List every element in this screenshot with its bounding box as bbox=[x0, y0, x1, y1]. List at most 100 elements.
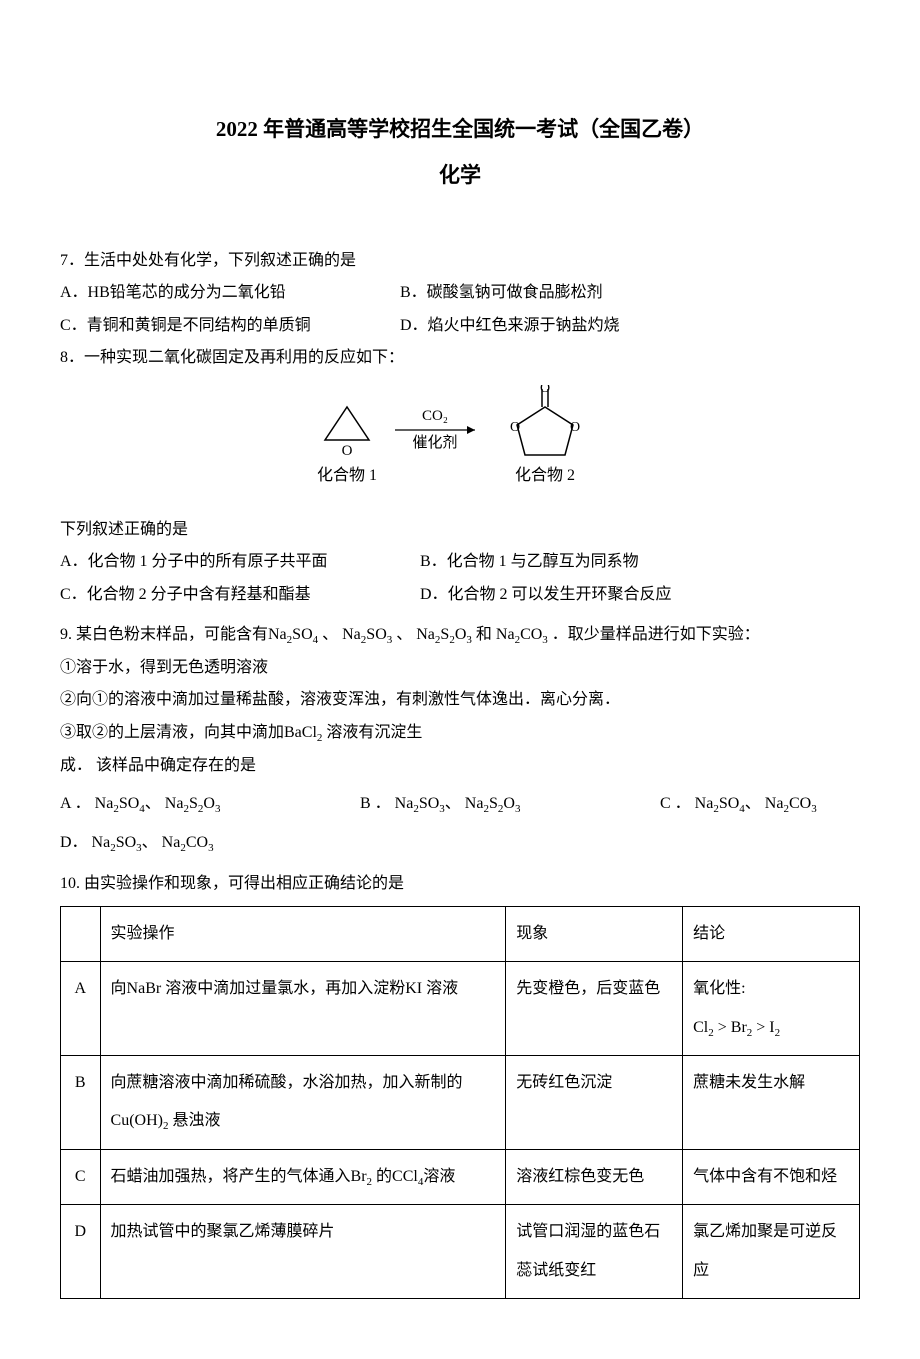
q9-e: 、 Na bbox=[392, 626, 435, 643]
q9B-5: O bbox=[503, 795, 515, 812]
rA-c4: > I bbox=[752, 1019, 774, 1036]
rowD-label: D bbox=[61, 1205, 101, 1299]
q9B-4: S bbox=[489, 795, 498, 812]
compound1-label: 化合物 1 bbox=[317, 466, 377, 484]
arrow-top: CO₂ bbox=[422, 408, 448, 424]
rowD-phen: 试管口润湿的蓝色石蕊试纸变红 bbox=[506, 1205, 683, 1299]
q9A-2: SO bbox=[119, 795, 139, 812]
q10-table: 实验操作 现象 结论 A 向NaBr 溶液中滴加过量氯水，再加入淀粉KI 溶液 … bbox=[60, 906, 860, 1299]
q7-optB: B．碳酸氢钠可做食品膨松剂 bbox=[400, 278, 800, 308]
rC-op3: 溶液 bbox=[423, 1168, 455, 1185]
rowC-op: 石蜡油加强热，将产生的气体通入Br2 的CCl4溶液 bbox=[100, 1149, 506, 1204]
rA-c1: 氧化性: bbox=[693, 980, 745, 997]
q9A-4: S bbox=[189, 795, 198, 812]
rowC-label: C bbox=[61, 1149, 101, 1204]
q9-b: SO bbox=[292, 626, 312, 643]
rowC-conc: 气体中含有不饱和烃 bbox=[683, 1149, 860, 1204]
rowD-conc: 氯乙烯加聚是可逆反应 bbox=[683, 1205, 860, 1299]
q8-row1: A．化合物 1 分子中的所有原子共平面 B．化合物 1 与乙醇互为同系物 bbox=[60, 547, 860, 577]
table-row: A 向NaBr 溶液中滴加过量氯水，再加入淀粉KI 溶液 先变橙色，后变蓝色 氧… bbox=[61, 962, 860, 1056]
q9B-3: 、 Na bbox=[445, 795, 484, 812]
q9-d: SO bbox=[366, 626, 386, 643]
q9C-3: 、 Na bbox=[745, 795, 784, 812]
rC-op2: 的CCl bbox=[372, 1168, 418, 1185]
q9-optA: A ． Na2SO4、 Na2S2O3 bbox=[60, 789, 360, 820]
rowA-label: A bbox=[61, 962, 101, 1056]
q10-stem: 10. 由实验操作和现象，可得出相应正确结论的是 bbox=[60, 869, 860, 899]
q9C-4: CO bbox=[789, 795, 811, 812]
q9-i: CO bbox=[520, 626, 542, 643]
q8-stem: 8．一种实现二氧化碳固定及再利用的反应如下： bbox=[60, 343, 860, 373]
q9-a: 9. 某白色粉末样品，可能含有Na bbox=[60, 626, 287, 643]
arrow-bottom: 催化剂 bbox=[412, 434, 457, 451]
q9B-2: SO bbox=[419, 795, 439, 812]
q9-g: O bbox=[455, 626, 467, 643]
q8-optB: B．化合物 1 与乙醇互为同系物 bbox=[420, 547, 639, 577]
q9A-3: 、 Na bbox=[145, 795, 184, 812]
rowB-phen: 无砖红色沉淀 bbox=[506, 1055, 683, 1149]
q9-s3b: 溶液有沉淀生 bbox=[322, 724, 422, 741]
table-header-row: 实验操作 现象 结论 bbox=[61, 906, 860, 961]
q9-f: S bbox=[440, 626, 449, 643]
ring-O-right: O bbox=[570, 420, 580, 435]
rowC-phen: 溶液红棕色变无色 bbox=[506, 1149, 683, 1204]
th-phen: 现象 bbox=[506, 906, 683, 961]
q9-step3: ③取②的上层清液，向其中滴加BaCl2 溶液有沉淀生 bbox=[60, 718, 860, 749]
q7-optC: C．青铜和黄铜是不同结构的单质铜 bbox=[60, 311, 400, 341]
q7-optA: A．HB铅笔芯的成分为二氧化铅 bbox=[60, 278, 400, 308]
reaction-svg: O 化合物 1 CO₂ 催化剂 O O O 化合物 2 bbox=[295, 385, 625, 495]
q8-optC: C．化合物 2 分子中含有羟基和酯基 bbox=[60, 580, 420, 610]
q9C-1: C ． Na bbox=[660, 795, 713, 812]
q8-diagram: O 化合物 1 CO₂ 催化剂 O O O 化合物 2 bbox=[60, 385, 860, 506]
rowD-op: 加热试管中的聚氯乙烯薄膜碎片 bbox=[100, 1205, 506, 1299]
title-main: 2022 年普通高等学校招生全国统一考试（全国乙卷） bbox=[60, 110, 860, 150]
rowA-op: 向NaBr 溶液中滴加过量氯水，再加入淀粉KI 溶液 bbox=[100, 962, 506, 1056]
rB-op2: 悬浊液 bbox=[168, 1112, 220, 1129]
table-row: B 向蔗糖溶液中滴加稀硫酸，水浴加热，加入新制的Cu(OH)2 悬浊液 无砖红色… bbox=[61, 1055, 860, 1149]
th-conc: 结论 bbox=[683, 906, 860, 961]
compound2-label: 化合物 2 bbox=[515, 466, 575, 484]
q9-h: 和 Na bbox=[472, 626, 515, 643]
carbonyl-O: O bbox=[540, 385, 550, 396]
q9-step1: ①溶于水，得到无色透明溶液 bbox=[60, 653, 860, 683]
q9-step3b: 成． 该样品中确定存在的是 bbox=[60, 751, 860, 781]
q9B-1: B ． Na bbox=[360, 795, 413, 812]
exam-page: 2022 年普通高等学校招生全国统一考试（全国乙卷） 化学 7．生活中处处有化学… bbox=[0, 0, 920, 1359]
q7-row1: A．HB铅笔芯的成分为二氧化铅 B．碳酸氢钠可做食品膨松剂 bbox=[60, 278, 860, 308]
q7-optD: D．焰火中红色来源于钠盐灼烧 bbox=[400, 311, 800, 341]
title-sub: 化学 bbox=[60, 156, 860, 196]
q9-optrow1: A ． Na2SO4、 Na2S2O3 B ． Na2SO3、 Na2S2O3 … bbox=[60, 789, 860, 820]
q9-optB: B ． Na2SO3、 Na2S2O3 bbox=[360, 789, 660, 820]
epoxide-O: O bbox=[342, 443, 353, 459]
rowB-op: 向蔗糖溶液中滴加稀硫酸，水浴加热，加入新制的Cu(OH)2 悬浊液 bbox=[100, 1055, 506, 1149]
table-row: D 加热试管中的聚氯乙烯薄膜碎片 试管口润湿的蓝色石蕊试纸变红 氯乙烯加聚是可逆… bbox=[61, 1205, 860, 1299]
th-blank bbox=[61, 906, 101, 961]
q7-row2: C．青铜和黄铜是不同结构的单质铜 D．焰火中红色来源于钠盐灼烧 bbox=[60, 311, 860, 341]
rowB-conc: 蔗糖未发生水解 bbox=[683, 1055, 860, 1149]
q9-optC: C ． Na2SO4、 Na2CO3 bbox=[660, 789, 817, 820]
ring-O-left: O bbox=[510, 420, 520, 435]
q8-optA: A．化合物 1 分子中的所有原子共平面 bbox=[60, 547, 420, 577]
q9D-1: D． Na bbox=[60, 834, 110, 851]
q9-c: 、 Na bbox=[318, 626, 361, 643]
q8-row2: C．化合物 2 分子中含有羟基和酯基 D．化合物 2 可以发生开环聚合反应 bbox=[60, 580, 860, 610]
q9A-1: A ． Na bbox=[60, 795, 113, 812]
q9-optD: D． Na2SO3、 Na2CO3 bbox=[60, 828, 860, 859]
rowA-conc: 氧化性: Cl2 > Br2 > I2 bbox=[683, 962, 860, 1056]
th-op: 实验操作 bbox=[100, 906, 506, 961]
q9A-5: O bbox=[203, 795, 215, 812]
q8-optD: D．化合物 2 可以发生开环聚合反应 bbox=[420, 580, 672, 610]
q9-j: ．取少量样品进行如下实验： bbox=[548, 626, 760, 643]
q8-after: 下列叙述正确的是 bbox=[60, 515, 860, 545]
rowB-label: B bbox=[61, 1055, 101, 1149]
rC-op1: 石蜡油加强热，将产生的气体通入Br bbox=[111, 1168, 367, 1185]
q9C-2: SO bbox=[719, 795, 739, 812]
q7-stem: 7．生活中处处有化学，下列叙述正确的是 bbox=[60, 246, 860, 276]
rA-c2: Cl bbox=[693, 1019, 708, 1036]
rowA-phen: 先变橙色，后变蓝色 bbox=[506, 962, 683, 1056]
q9D-3: 、 Na bbox=[142, 834, 181, 851]
table-row: C 石蜡油加强热，将产生的气体通入Br2 的CCl4溶液 溶液红棕色变无色 气体… bbox=[61, 1149, 860, 1204]
rA-c3: > Br bbox=[714, 1019, 747, 1036]
q9-s3a: ③取②的上层清液，向其中滴加BaCl bbox=[60, 724, 317, 741]
q9-step2: ②向①的溶液中滴加过量稀盐酸，溶液变浑浊，有刺激性气体逸出．离心分离． bbox=[60, 685, 860, 715]
